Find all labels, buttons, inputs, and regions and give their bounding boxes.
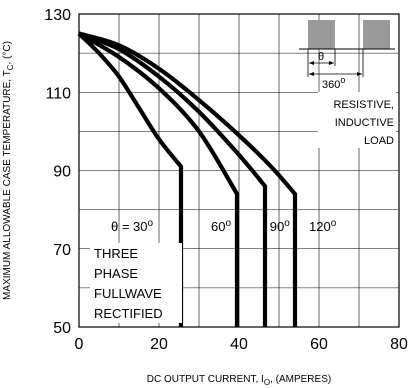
series-line-4 <box>78 31 298 327</box>
load-note-background <box>318 92 396 148</box>
waveform-period-label: 360o <box>322 75 345 91</box>
theta-arrow-left <box>309 61 314 65</box>
load-note-line-2: INDUCTIVE <box>335 117 394 129</box>
load-note-line-3: LOAD <box>364 135 394 147</box>
period-arrow-left <box>309 72 314 76</box>
load-note: RESISTIVE, INDUCTIVE LOAD <box>318 92 396 148</box>
waveform-pulse-2 <box>363 20 390 49</box>
series-label-text: θ = 30 <box>111 219 148 234</box>
y-axis-title-tail: , (°C) <box>2 41 13 64</box>
series-labels: θ = 30o 60o 90o 120o <box>111 218 337 234</box>
waveform-period-degree: o <box>340 75 345 85</box>
y-tick-label: 90 <box>53 164 71 181</box>
rectifier-note-line-3: FULLWAVE <box>94 286 162 301</box>
series-label-3: 90o <box>270 218 290 234</box>
series-line-2 <box>77 31 240 327</box>
waveform-pulse-1 <box>308 20 335 49</box>
y-axis-title-sub: C <box>6 64 15 70</box>
y-tick-label: 70 <box>53 242 71 259</box>
rectifier-note-line-4: RECTIFIED <box>94 306 163 321</box>
plot-frame <box>78 13 400 328</box>
series-label-degree: o <box>148 218 154 229</box>
x-axis-title-sub: O <box>264 378 270 387</box>
x-tick-label: 80 <box>390 336 408 353</box>
y-tick-label: 130 <box>44 7 71 24</box>
x-axis-title-tail: , (AMPERES) <box>270 374 331 385</box>
period-arrow-right <box>357 72 362 76</box>
x-tick-label: 60 <box>310 336 328 353</box>
series-label-1: θ = 30o <box>111 218 154 234</box>
series-label-text: 120 <box>309 219 331 234</box>
rectifier-note-background <box>90 243 182 323</box>
y-axis-title-main: MAXIMUM ALLOWABLE CASE TEMPERATURE, T <box>2 70 13 300</box>
rectifier-note: THREE PHASE FULLWAVE RECTIFIED <box>90 243 182 323</box>
series-label-degree: o <box>225 218 231 229</box>
x-tick-label: 0 <box>75 336 84 353</box>
y-axis-title: MAXIMUM ALLOWABLE CASE TEMPERATURE, TC, … <box>2 41 15 300</box>
waveform-theta-label: θ <box>318 51 324 63</box>
rectifier-note-line-1: THREE <box>94 246 138 261</box>
tick-labels: 0 20 40 60 80 50 70 90 110 130 <box>44 7 408 353</box>
y-tick-label: 50 <box>53 320 71 337</box>
waveform-inset: θ 360o <box>299 20 395 91</box>
series-label-text: 90 <box>270 219 284 234</box>
series-label-text: 60 <box>211 219 225 234</box>
load-note-line-1: RESISTIVE, <box>333 99 394 111</box>
y-tick-label: 110 <box>45 85 71 102</box>
series-label-2: 60o <box>211 218 231 234</box>
series-lines <box>77 31 298 327</box>
series-line-3 <box>78 31 268 327</box>
x-tick-label: 40 <box>230 336 248 353</box>
series-label-4: 120o <box>309 218 337 234</box>
waveform-period-value: 360 <box>322 79 340 91</box>
theta-arrow-right <box>329 61 334 65</box>
x-axis-title-main: DC OUTPUT CURRENT, I <box>147 374 264 385</box>
series-line-1 <box>77 32 184 327</box>
rectifier-note-line-2: PHASE <box>94 266 138 281</box>
series-label-degree: o <box>284 218 290 229</box>
x-tick-label: 20 <box>150 336 168 353</box>
x-axis-title: DC OUTPUT CURRENT, IO, (AMPERES) <box>147 374 331 387</box>
series-label-degree: o <box>331 218 337 229</box>
